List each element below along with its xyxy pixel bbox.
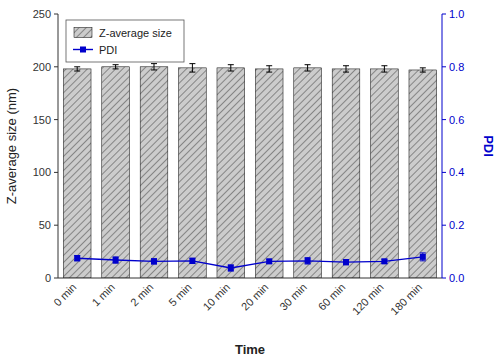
line bbox=[77, 257, 423, 268]
y-tick bbox=[54, 278, 58, 279]
error-bar bbox=[228, 65, 234, 71]
y2-tick bbox=[442, 225, 446, 226]
error-bar bbox=[266, 259, 272, 263]
bar bbox=[102, 67, 130, 278]
x-axis-label: Time bbox=[235, 342, 265, 357]
error-bar bbox=[74, 67, 80, 71]
x-tick-label: 120 min bbox=[350, 281, 386, 317]
x-tick-label: 30 min bbox=[277, 281, 309, 313]
error-bar bbox=[228, 265, 234, 271]
marker bbox=[420, 254, 426, 260]
legend: Z-average size PDI bbox=[66, 20, 184, 62]
error-bar bbox=[189, 64, 195, 72]
bar bbox=[371, 69, 399, 278]
legend-label: PDI bbox=[99, 44, 117, 56]
y2-tick bbox=[442, 278, 446, 279]
error-bar bbox=[381, 259, 387, 263]
x-tick-label: 1 min bbox=[90, 281, 118, 309]
y2-axis-label: PDI bbox=[481, 135, 496, 157]
legend-marker bbox=[80, 47, 86, 53]
y2-tick bbox=[442, 119, 446, 120]
x-tick-label: 20 min bbox=[239, 281, 271, 313]
y-tick-label: 150 bbox=[33, 114, 51, 126]
y2-tick-label: 0.0 bbox=[449, 272, 464, 284]
marker bbox=[305, 258, 311, 264]
y2-tick-label: 1.0 bbox=[449, 8, 464, 20]
error-bar bbox=[305, 258, 311, 264]
bar bbox=[332, 69, 360, 278]
legend-swatch bbox=[74, 28, 92, 38]
y-tick-label: 0 bbox=[45, 272, 51, 284]
y-tick-label: 250 bbox=[33, 8, 51, 20]
marker bbox=[113, 257, 119, 263]
marker bbox=[381, 258, 387, 264]
y-tick bbox=[54, 225, 58, 226]
marker bbox=[151, 258, 157, 264]
error-bar bbox=[266, 66, 272, 72]
marker bbox=[343, 259, 349, 265]
y-tick-label: 100 bbox=[33, 166, 51, 178]
error-bar bbox=[189, 258, 195, 263]
x-tick-label: 180 min bbox=[388, 281, 424, 317]
y-tick bbox=[54, 172, 58, 173]
marker bbox=[189, 258, 195, 264]
bar bbox=[255, 69, 283, 278]
error-bar bbox=[74, 256, 80, 261]
y2-tick bbox=[442, 66, 446, 67]
legend-box bbox=[66, 20, 184, 62]
bar bbox=[409, 70, 437, 278]
error-bar bbox=[343, 66, 349, 72]
x-tick-label: 2 min bbox=[128, 281, 156, 309]
y-tick bbox=[54, 66, 58, 67]
bar bbox=[217, 68, 245, 278]
bar bbox=[140, 67, 168, 278]
error-bar bbox=[305, 65, 311, 71]
chart: 0 50 100 150 200 250 0.0 0.2 0.4 0.6 0.8 1.0 0 min 1 … bbox=[0, 0, 500, 364]
bar bbox=[179, 68, 207, 278]
legend-label: Z-average size bbox=[99, 27, 172, 39]
marker bbox=[228, 265, 234, 271]
y2-tick bbox=[442, 172, 446, 173]
y2-tick-label: 0.8 bbox=[449, 61, 464, 73]
y-tick-label: 200 bbox=[33, 61, 51, 73]
y2-tick-label: 0.6 bbox=[449, 114, 464, 126]
error-bar bbox=[151, 259, 157, 264]
error-bar bbox=[420, 253, 426, 261]
y-axis-line bbox=[58, 14, 59, 278]
error-bar bbox=[343, 260, 349, 265]
y-tick bbox=[54, 14, 58, 15]
error-bar bbox=[151, 64, 157, 70]
y2-tick-label: 0.4 bbox=[449, 166, 464, 178]
y-tick-label: 50 bbox=[39, 219, 51, 231]
y-axis-label: Z-average size (nm) bbox=[4, 88, 19, 204]
x-axis-line bbox=[58, 278, 442, 279]
error-bar bbox=[113, 65, 119, 69]
marker bbox=[266, 258, 272, 264]
y-tick bbox=[54, 119, 58, 120]
x-tick-label: 5 min bbox=[166, 281, 194, 309]
x-tick-label: 60 min bbox=[316, 281, 348, 313]
error-bar bbox=[113, 257, 119, 263]
x-tick-label: 0 min bbox=[51, 281, 79, 309]
y2-tick bbox=[442, 14, 446, 15]
x-tick-label: 10 min bbox=[200, 281, 232, 313]
y2-tick-label: 0.2 bbox=[449, 219, 464, 231]
y2-axis-line bbox=[442, 14, 443, 278]
error-bar bbox=[420, 68, 426, 72]
bar bbox=[63, 69, 91, 278]
bar bbox=[294, 68, 322, 278]
marker bbox=[74, 255, 80, 261]
error-bar bbox=[381, 66, 387, 72]
plot-marks bbox=[63, 64, 436, 278]
